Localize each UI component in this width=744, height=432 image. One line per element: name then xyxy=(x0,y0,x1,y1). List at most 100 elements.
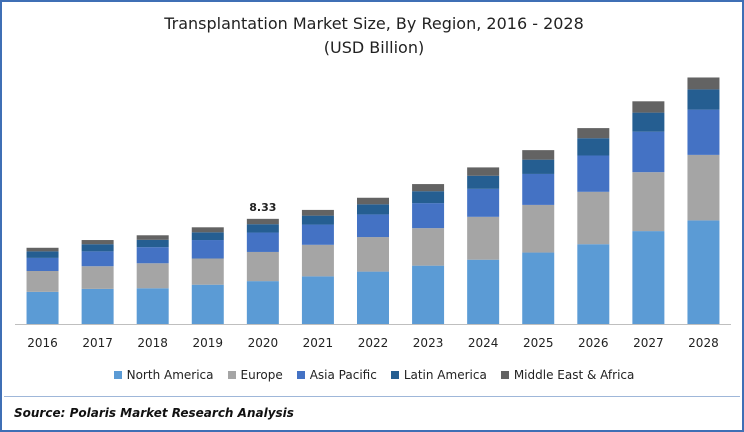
bar-segment xyxy=(301,215,334,225)
bar-segment xyxy=(136,288,169,324)
bar-segment xyxy=(522,150,555,160)
bar-segment xyxy=(357,197,389,205)
bar-segment xyxy=(81,251,114,267)
chart-title: Transplantation Market Size, By Region, … xyxy=(164,14,584,33)
bar-segment xyxy=(467,188,500,217)
legend-item: Latin America xyxy=(390,368,487,382)
bar-segment xyxy=(687,77,720,90)
bar-segment xyxy=(191,232,224,241)
bar-segment xyxy=(632,101,665,113)
bar-segment xyxy=(81,244,114,252)
bar-segment xyxy=(522,252,555,324)
bar-segment xyxy=(136,239,169,248)
legend-item: Europe xyxy=(227,368,283,382)
legend-swatch xyxy=(227,371,236,379)
bar-segment xyxy=(467,259,500,324)
bar-segment xyxy=(246,281,279,324)
bar-segment xyxy=(412,203,445,229)
legend-label: Latin America xyxy=(403,368,487,382)
legend-item: Asia Pacific xyxy=(296,368,377,382)
source-divider xyxy=(4,396,740,397)
bar-segment xyxy=(577,244,610,324)
bar-segment xyxy=(191,227,224,233)
x-tick-label: 2020 xyxy=(248,336,279,350)
x-tick-label: 2028 xyxy=(688,336,719,350)
bar-segment xyxy=(522,204,555,253)
bar-segment xyxy=(246,218,279,225)
bar-segment xyxy=(26,251,59,258)
bar-segment xyxy=(687,154,720,221)
bar-segment xyxy=(577,155,610,192)
bar-segment xyxy=(81,266,114,289)
x-tick-label: 2025 xyxy=(523,336,554,350)
bar-segment xyxy=(81,288,114,324)
bar-segment xyxy=(301,209,334,216)
legend-swatch xyxy=(113,371,122,379)
bar-segment xyxy=(301,276,334,324)
bar-segment xyxy=(687,89,720,110)
bar-segment xyxy=(467,216,500,260)
bar-segment xyxy=(632,172,665,232)
bar-segment xyxy=(301,224,334,245)
bar-segment xyxy=(687,109,720,155)
source-note: Source: Polaris Market Research Analysis xyxy=(14,406,294,420)
bar-segment xyxy=(357,271,389,324)
bar-segment xyxy=(467,167,500,176)
bar-segment xyxy=(687,220,720,324)
x-tick-label: 2026 xyxy=(578,336,609,350)
bar-segment xyxy=(522,159,555,174)
legend-swatch xyxy=(296,371,305,379)
bar-segment xyxy=(357,204,389,215)
x-tick-label: 2023 xyxy=(413,336,444,350)
bar-segment xyxy=(577,128,610,139)
bar-segment xyxy=(246,251,279,282)
legend-label: North America xyxy=(126,368,214,382)
bar-segment xyxy=(26,247,59,252)
legend-item: Middle East & Africa xyxy=(500,368,635,382)
bar-segment xyxy=(357,237,389,272)
x-tick-label: 2024 xyxy=(468,336,499,350)
bar-segment xyxy=(136,235,169,240)
legend-swatch xyxy=(500,371,509,379)
bar-segment xyxy=(81,240,114,245)
legend-label: Europe xyxy=(240,368,283,382)
bar-segment xyxy=(246,232,279,252)
bar-segment xyxy=(522,173,555,205)
data-label: 8.33 xyxy=(249,201,276,214)
legend-item: North America xyxy=(113,368,214,382)
bar-segment xyxy=(412,191,445,204)
x-tick-label: 2016 xyxy=(27,336,58,350)
bar-segment xyxy=(577,191,610,245)
x-tick-label: 2017 xyxy=(82,336,113,350)
legend-swatch xyxy=(390,371,399,379)
bar-segment xyxy=(191,240,224,259)
x-tick-label: 2021 xyxy=(303,336,334,350)
legend-label: Middle East & Africa xyxy=(513,368,635,382)
bar-segment xyxy=(357,214,389,238)
bar-segment xyxy=(246,224,279,233)
legend: North America Europe Asia Pacific Latin Ame… xyxy=(2,368,744,382)
x-tick-label: 2022 xyxy=(358,336,389,350)
x-tick-label: 2018 xyxy=(137,336,168,350)
plot-area: 2016 2017 2018 2019 2020 8.33 2021 2022 2023 2024… xyxy=(15,77,731,350)
bar-segment xyxy=(26,257,59,271)
bar-segment xyxy=(26,291,59,324)
bar-segment xyxy=(467,175,500,189)
bar-segment xyxy=(632,131,665,173)
bar-segment xyxy=(412,265,445,324)
bar-segment xyxy=(632,231,665,324)
x-tick-label: 2019 xyxy=(192,336,223,350)
legend-label: Asia Pacific xyxy=(309,368,377,382)
bar-segment xyxy=(301,244,334,277)
bar-segment xyxy=(412,184,445,192)
bar-segment xyxy=(412,228,445,266)
bar-segment xyxy=(191,258,224,285)
bar-segment xyxy=(26,271,59,292)
bar-segment xyxy=(136,247,169,264)
bar-segment xyxy=(191,284,224,324)
chart-subtitle: (USD Billion) xyxy=(323,38,425,57)
bar-segment xyxy=(136,263,169,289)
bar-segment xyxy=(577,138,610,156)
x-tick-label: 2027 xyxy=(633,336,664,350)
